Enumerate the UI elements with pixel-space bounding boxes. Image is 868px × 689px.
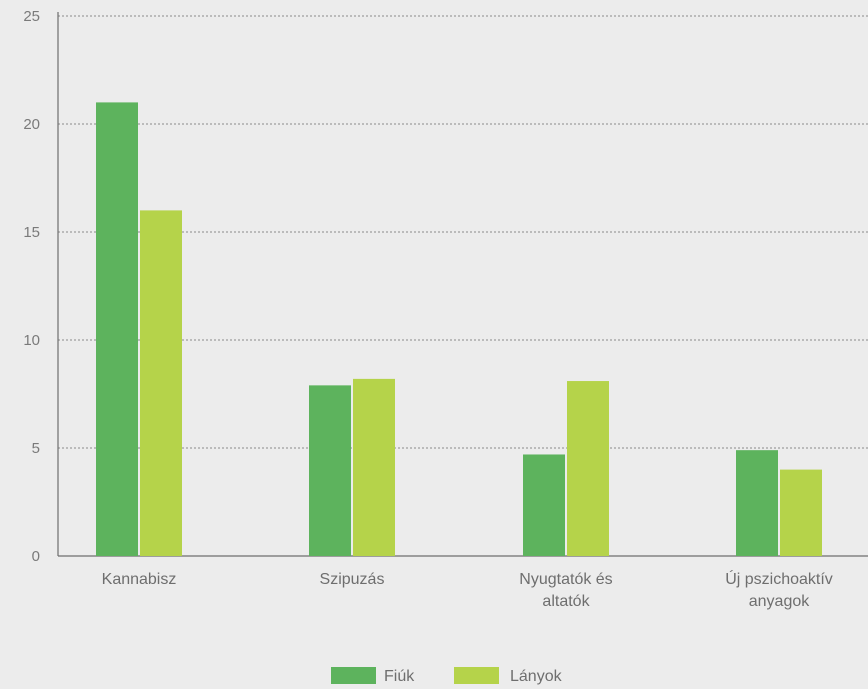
bar-fiúk-1 xyxy=(96,102,138,557)
x-category-label: Kannabisz xyxy=(102,571,177,588)
y-tick-label: 5 xyxy=(32,440,40,457)
bar-lányok-3 xyxy=(567,381,609,556)
y-tick-label: 10 xyxy=(23,332,40,349)
axes xyxy=(57,12,868,557)
x-category-label: altatók xyxy=(542,593,590,610)
gridlines xyxy=(58,15,868,449)
y-tick-label: 25 xyxy=(23,8,40,25)
x-category-label: Új pszichoaktív xyxy=(725,569,833,588)
bar-lányok-2 xyxy=(353,378,395,556)
y-tick-label: 0 xyxy=(32,548,40,565)
bar-fiúk-2 xyxy=(309,385,351,556)
labels: 0 5 10 15 20 25 Kannabisz Szipuzás Nyugtatók és a… xyxy=(23,8,832,610)
legend-label-lányok: Lányok xyxy=(510,668,563,685)
legend-label-fiúk: Fiúk xyxy=(384,668,415,685)
y-tick-label: 20 xyxy=(23,116,40,133)
x-category-label: Nyugtatók és xyxy=(519,571,612,588)
bar-lányok-4 xyxy=(780,469,822,556)
x-category-label: anyagok xyxy=(749,593,810,610)
legend-swatch-lányok xyxy=(454,667,499,684)
bar-fiúk-4 xyxy=(736,450,778,556)
bar-lányok-1 xyxy=(140,210,182,556)
y-tick-label: 15 xyxy=(23,224,40,241)
x-category-label: Szipuzás xyxy=(320,571,385,588)
legend-swatch-fiúk xyxy=(331,667,376,684)
legend: Fiúk Lányok xyxy=(331,667,563,685)
bars xyxy=(96,102,822,557)
bar-fiúk-3 xyxy=(523,454,565,556)
